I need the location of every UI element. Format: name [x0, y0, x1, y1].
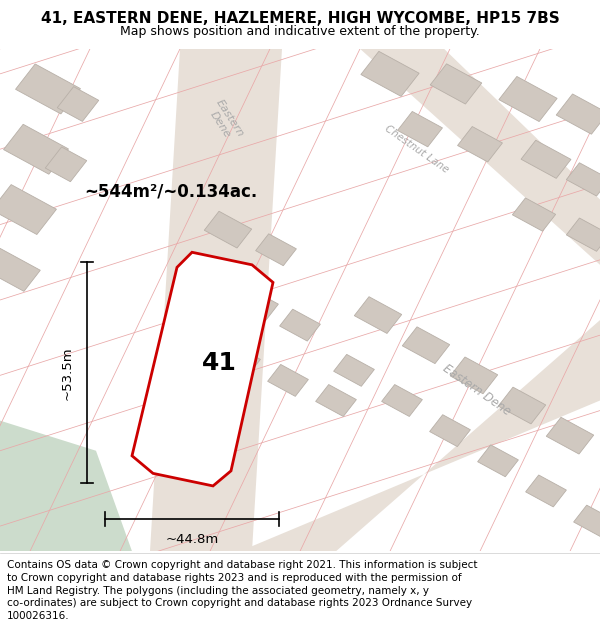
Polygon shape — [546, 418, 594, 454]
Polygon shape — [526, 475, 566, 507]
Polygon shape — [450, 357, 498, 394]
Polygon shape — [498, 387, 546, 424]
Polygon shape — [16, 64, 80, 114]
Text: Contains OS data © Crown copyright and database right 2021. This information is : Contains OS data © Crown copyright and d… — [7, 560, 478, 570]
Polygon shape — [566, 162, 600, 196]
Polygon shape — [220, 344, 260, 376]
Text: 41, EASTERN DENE, HAZLEMERE, HIGH WYCOMBE, HP15 7BS: 41, EASTERN DENE, HAZLEMERE, HIGH WYCOMB… — [41, 11, 559, 26]
Polygon shape — [398, 111, 442, 147]
Polygon shape — [499, 76, 557, 121]
Polygon shape — [521, 140, 571, 178]
Polygon shape — [354, 297, 402, 334]
Text: 41: 41 — [202, 351, 236, 375]
Polygon shape — [238, 289, 278, 321]
Polygon shape — [402, 327, 450, 364]
Polygon shape — [280, 309, 320, 341]
Polygon shape — [268, 364, 308, 396]
Text: HM Land Registry. The polygons (including the associated geometry, namely x, y: HM Land Registry. The polygons (includin… — [7, 586, 429, 596]
Text: to Crown copyright and database rights 2023 and is reproduced with the permissio: to Crown copyright and database rights 2… — [7, 573, 462, 583]
Polygon shape — [240, 320, 600, 551]
Polygon shape — [204, 211, 252, 248]
Polygon shape — [574, 505, 600, 537]
Polygon shape — [361, 51, 419, 96]
Polygon shape — [4, 124, 68, 174]
Text: 100026316.: 100026316. — [7, 611, 70, 621]
Text: ~53.5m: ~53.5m — [61, 346, 74, 399]
Polygon shape — [256, 234, 296, 266]
Polygon shape — [430, 64, 482, 104]
Text: Map shows position and indicative extent of the property.: Map shows position and indicative extent… — [120, 25, 480, 38]
Polygon shape — [556, 94, 600, 134]
Polygon shape — [512, 198, 556, 231]
Polygon shape — [0, 421, 132, 551]
Polygon shape — [430, 415, 470, 447]
Polygon shape — [0, 184, 56, 234]
Polygon shape — [566, 218, 600, 251]
Polygon shape — [132, 253, 273, 486]
Polygon shape — [458, 126, 502, 162]
Polygon shape — [0, 248, 40, 291]
Polygon shape — [45, 147, 87, 182]
Polygon shape — [334, 354, 374, 386]
Polygon shape — [478, 445, 518, 477]
Polygon shape — [150, 49, 282, 551]
Text: Eastern
Dene: Eastern Dene — [205, 98, 245, 146]
Polygon shape — [360, 49, 600, 265]
Text: ~44.8m: ~44.8m — [166, 532, 218, 546]
Text: ~544m²/~0.134ac.: ~544m²/~0.134ac. — [85, 183, 257, 201]
Polygon shape — [57, 87, 99, 121]
Text: Chestnut Lane: Chestnut Lane — [383, 124, 451, 175]
Polygon shape — [188, 268, 232, 302]
Text: Eastern Dene: Eastern Dene — [440, 362, 514, 419]
Polygon shape — [316, 384, 356, 416]
Text: co-ordinates) are subject to Crown copyright and database rights 2023 Ordnance S: co-ordinates) are subject to Crown copyr… — [7, 598, 472, 608]
Polygon shape — [168, 322, 216, 359]
Polygon shape — [382, 384, 422, 416]
